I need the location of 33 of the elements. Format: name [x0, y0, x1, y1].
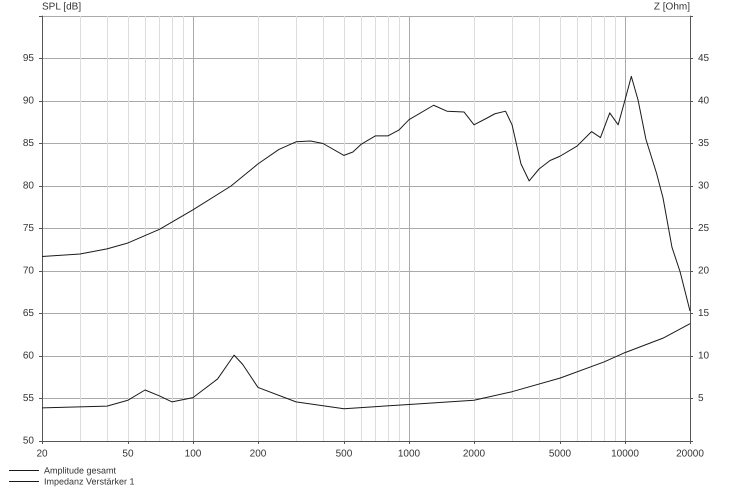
- legend-label: Impedanz Verstärker 1: [44, 476, 135, 486]
- x-tick-label: 20: [36, 448, 48, 460]
- y2-tick-label: 35: [698, 138, 710, 149]
- y2-tick-label: 10: [698, 350, 710, 362]
- y2-tick-label: 15: [698, 308, 710, 319]
- y-axis-title: SPL [dB]: [42, 2, 82, 12]
- y-tick-label: 80: [22, 180, 34, 192]
- y-tick-label: 95: [22, 53, 34, 64]
- x-tick-label: 100: [184, 448, 202, 460]
- y2-tick-label: 45: [698, 53, 710, 64]
- y-tick-label: 85: [22, 138, 34, 149]
- x-tick-label: 5000: [548, 448, 572, 460]
- legend-label: Amplitude gesamt: [44, 466, 117, 476]
- y2-axis-title: Z [Ohm]: [654, 2, 690, 12]
- y-tick-label: 65: [22, 308, 34, 319]
- y2-tick-label: 5: [698, 393, 704, 404]
- x-tick-label: 500: [336, 448, 353, 460]
- y-tick-label: 90: [22, 96, 34, 106]
- y-tick-label: 50: [22, 436, 34, 446]
- y-tick-label: 60: [22, 350, 34, 362]
- y2-tick-label: 20: [698, 266, 710, 276]
- y2-tick-label: 40: [698, 96, 710, 106]
- y2-tick-label: 25: [698, 223, 710, 234]
- x-tick-label: 2000: [462, 448, 486, 460]
- y-tick-label: 55: [22, 393, 34, 404]
- x-tick-label: 1000: [398, 448, 421, 460]
- x-tick-label: 10000: [611, 448, 640, 460]
- y-tick-label: 70: [22, 266, 34, 276]
- y-tick-label: 75: [22, 223, 34, 234]
- y2-tick-label: 30: [698, 180, 710, 192]
- x-tick-label: 50: [122, 448, 134, 460]
- x-tick-label: 20000: [676, 448, 704, 460]
- x-tick-label: 200: [250, 448, 267, 460]
